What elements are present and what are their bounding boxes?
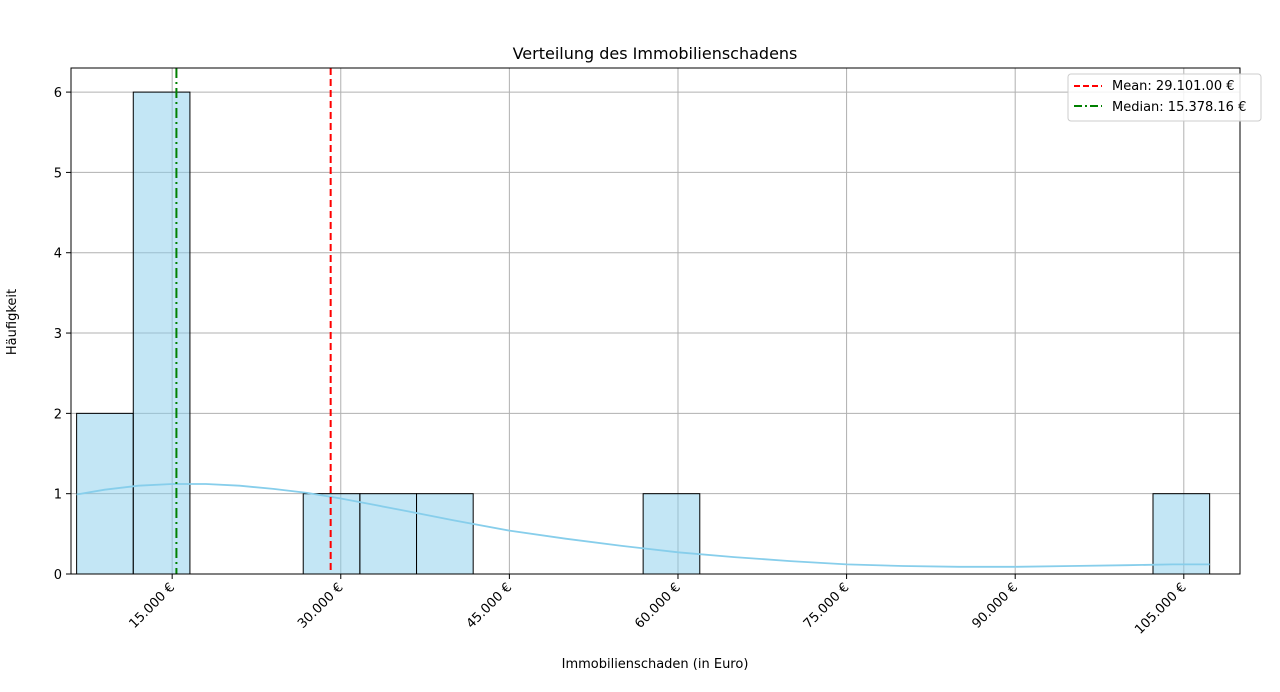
y-axis-label: Häufigkeit: [5, 289, 20, 355]
histogram-bars: [76, 91, 1211, 575]
y-tick-label: 3: [54, 327, 62, 342]
histogram-bar: [359, 493, 418, 575]
chart-title: Verteilung des Immobilienschadens: [513, 44, 798, 63]
legend: Mean: 29.101.00 € Median: 15.378.16 €: [1067, 73, 1262, 122]
x-tick-label: 90.000 €: [969, 580, 1021, 632]
x-axis-label: Immobilienschaden (in Euro): [562, 657, 749, 672]
histogram-bar: [1152, 493, 1211, 575]
y-axis-ticks: 0 1 2 3 4 5 6: [54, 86, 71, 583]
y-tick-label: 4: [54, 247, 62, 262]
legend-mean-label: Mean: 29.101.00 €: [1112, 79, 1235, 94]
grid-lines: [71, 68, 1240, 575]
x-tick-label: 60.000 €: [632, 580, 684, 632]
kde-curve: [76, 483, 1210, 568]
histogram-bar: [642, 493, 701, 575]
y-tick-label: 6: [54, 86, 62, 101]
histogram-bar: [132, 91, 191, 575]
x-axis-ticks: 15.000 € 30.000 € 45.000 € 60.000 € 75.000 €…: [126, 574, 1190, 638]
y-tick-label: 1: [54, 488, 62, 503]
x-tick-label: 45.000 €: [464, 580, 516, 632]
y-tick-label: 5: [54, 166, 62, 181]
kde-curve-layer: [76, 483, 1210, 568]
x-tick-label: 15.000 €: [126, 580, 178, 632]
x-tick-label: 30.000 €: [295, 580, 347, 632]
reference-lines: [175, 68, 332, 574]
legend-box: [1067, 73, 1262, 122]
x-tick-label: 105.000 €: [1132, 580, 1189, 637]
plot-frame: [70, 67, 1241, 575]
legend-median-label: Median: 15.378.16 €: [1112, 100, 1246, 115]
histogram-bar: [416, 493, 474, 575]
y-tick-label: 0: [54, 568, 62, 583]
x-tick-label: 75.000 €: [801, 580, 853, 632]
y-tick-label: 2: [54, 407, 62, 422]
